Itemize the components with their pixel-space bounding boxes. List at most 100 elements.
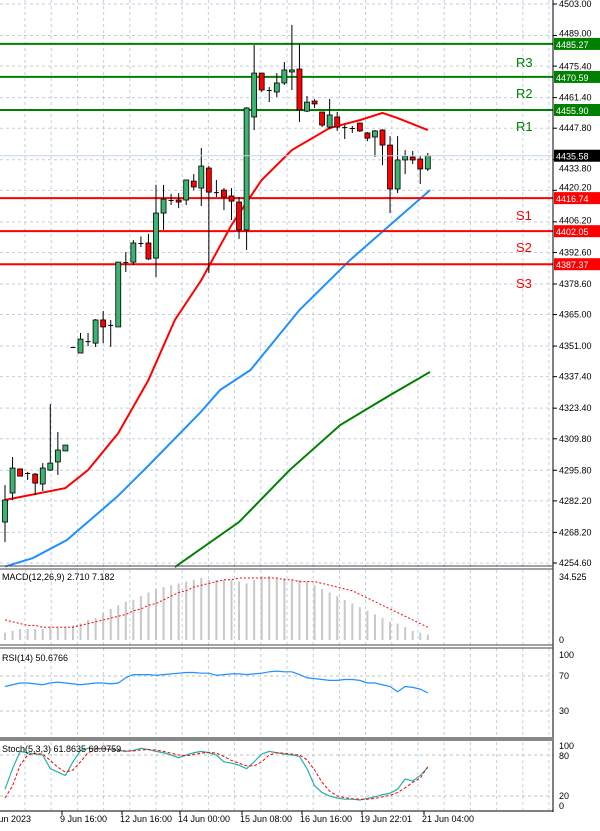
candle-body (115, 261, 122, 328)
candle (130, 240, 137, 266)
y-tick-label: 4351.00 (559, 341, 592, 351)
candle-body (288, 69, 295, 73)
candle-body (130, 242, 137, 263)
stoch-tick-label: 100 (559, 741, 574, 751)
candle (2, 485, 8, 543)
level-label-r3: R3 (516, 55, 533, 70)
candle (394, 136, 401, 194)
current-price-tag (554, 149, 600, 162)
x-tick-label: 9 Jun 16:00 (60, 814, 107, 824)
level-price-label: 4387.37 (556, 260, 589, 270)
candle-body (153, 212, 159, 259)
y-tick-label: 4309.80 (559, 434, 592, 444)
level-price-label: 4485.27 (556, 40, 589, 50)
y-tick-label: 4461.40 (559, 93, 592, 103)
level-price-label: 4402.05 (556, 227, 589, 237)
candle-body (364, 132, 371, 139)
candle-body (25, 472, 31, 474)
candle (221, 188, 227, 211)
macd-title: MACD(12,26,9) 2.710 7.182 (2, 572, 115, 582)
candle-body (356, 122, 363, 132)
y-tick-label: 4337.40 (559, 372, 592, 382)
macd-tick-label: 0 (559, 635, 564, 645)
candle (251, 44, 258, 131)
candle-body (9, 467, 16, 494)
rsi-title: RSI(14) 50.6766 (2, 653, 68, 663)
candle-body (379, 129, 386, 146)
y-tick-label: 4433.80 (559, 164, 592, 174)
candle-body (394, 159, 401, 190)
candle (356, 122, 363, 133)
candle-body (296, 68, 303, 111)
candle (243, 107, 250, 250)
y-tick-label: 4295.80 (559, 465, 592, 475)
level-price-label: 4470.59 (556, 73, 589, 83)
candle-body (160, 198, 167, 214)
candle-body (372, 130, 378, 138)
candle-body (190, 180, 197, 188)
candle-body (70, 346, 76, 348)
candle (9, 457, 16, 500)
candle (32, 472, 39, 496)
candle-body (311, 100, 318, 105)
level-price-tag (554, 37, 600, 50)
level-price-tag (554, 103, 600, 116)
candle-body (236, 201, 242, 231)
stoch-title: Stoch(5,3,3) 61.8635 63.0759 (2, 744, 121, 754)
candle (160, 184, 167, 230)
candle (417, 156, 424, 185)
candle-body (92, 319, 99, 344)
candle-body (85, 341, 91, 343)
y-tick-label: 4378.60 (559, 279, 592, 289)
candle-body (319, 111, 326, 126)
candle (168, 193, 174, 205)
candle (85, 333, 91, 347)
y-tick-label: 4323.40 (559, 403, 592, 413)
candle (47, 404, 54, 471)
candle (70, 346, 76, 348)
candle-body (251, 72, 258, 118)
candle (281, 62, 288, 86)
x-tick-label: 14 Jun 00:00 (178, 814, 230, 824)
candle (213, 179, 219, 198)
candle-body (32, 473, 39, 484)
level-label-s2: S2 (516, 240, 532, 255)
moving-average-line-0 (4, 111, 429, 501)
candle-body (108, 324, 114, 326)
candle-body (409, 156, 416, 161)
candle (100, 310, 107, 344)
candle-body (304, 101, 310, 112)
candle (288, 24, 295, 90)
level-label-r1: R1 (516, 119, 533, 134)
candle-body (334, 116, 341, 128)
candle-body (243, 107, 250, 231)
candle-body (266, 89, 272, 91)
candle (296, 44, 303, 122)
level-price-tag (554, 225, 600, 238)
candle-body (123, 262, 129, 264)
y-tick-label: 4254.60 (559, 558, 592, 568)
candle-body (417, 158, 424, 170)
candle (372, 130, 378, 158)
candle (236, 197, 242, 239)
candle-body (183, 179, 190, 201)
candle-body (424, 155, 431, 170)
candle (115, 261, 122, 328)
candle-body (205, 167, 212, 193)
candle (266, 87, 272, 103)
candle (326, 98, 333, 130)
candle-body (326, 114, 333, 128)
candle (228, 188, 235, 221)
y-tick-label: 4489.00 (559, 28, 592, 38)
candle-body (349, 127, 355, 129)
candle (198, 148, 205, 207)
candle-body (273, 82, 280, 93)
y-tick-label: 4447.80 (559, 123, 592, 133)
candle (364, 132, 371, 142)
candle-body (402, 155, 409, 161)
macd-tick-label: 34.525 (559, 572, 587, 582)
level-price-label: 4455.90 (556, 106, 589, 116)
candle (54, 432, 61, 476)
candle (342, 125, 348, 140)
